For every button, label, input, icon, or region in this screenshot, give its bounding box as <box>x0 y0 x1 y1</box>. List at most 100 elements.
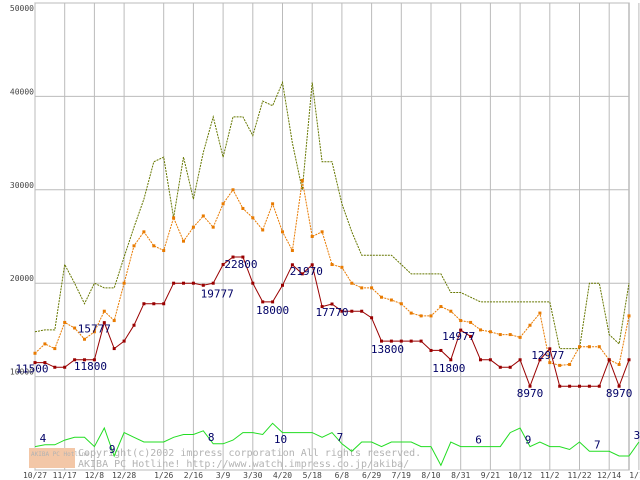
series-average-point <box>53 347 57 351</box>
series-average-point <box>162 249 166 253</box>
x-tick-label: 6/8 <box>335 471 350 480</box>
series-average-point <box>251 216 255 220</box>
copyright-text: Copyright(c)2002 impress corporation All… <box>78 448 421 459</box>
series-low-point <box>300 272 304 276</box>
series-average-point <box>488 330 492 334</box>
series-average-point <box>627 314 631 318</box>
series-average-point <box>439 305 443 309</box>
y-tick-label: 50000 <box>10 4 34 13</box>
shop-count-label: 3 <box>634 429 640 442</box>
series-low-point <box>548 347 552 351</box>
shop-count-labels: 4 9 8 10 7 6 9 7 3 <box>40 429 640 456</box>
series-low-point <box>122 339 126 343</box>
series-average-point <box>548 361 552 365</box>
series-low-point <box>92 358 96 362</box>
series-low-point <box>528 384 532 388</box>
series-low-point <box>241 255 245 259</box>
x-tick-label: 8/10 <box>421 471 440 480</box>
series-low-point <box>538 358 542 362</box>
series-average-point <box>469 320 473 324</box>
price-label: 15777 <box>78 323 111 336</box>
series-average-point <box>528 323 532 327</box>
series-average-point <box>330 263 334 267</box>
series-low-point <box>627 358 631 362</box>
x-tick-label: 6/29 <box>362 471 381 480</box>
series-low-point <box>340 309 344 313</box>
series-low-point <box>419 339 423 343</box>
x-tick-label: 1/26 <box>154 471 173 480</box>
series-low-point <box>182 281 185 285</box>
shop-count-label: 9 <box>525 434 532 447</box>
series-low-point <box>389 339 393 343</box>
x-axis: 10/27 11/17 12/8 12/28 1/26 2/16 3/9 3/30 4/20 5/… <box>23 471 640 480</box>
series-average-point <box>132 244 136 248</box>
series-average-point <box>122 281 126 285</box>
x-tick-label: 9/21 <box>481 471 500 480</box>
price-label: 8970 <box>517 387 544 400</box>
y-tick-label: 20000 <box>10 274 34 283</box>
series-low-point <box>370 316 374 320</box>
price-label: 11500 <box>15 363 48 376</box>
series-average-point <box>271 202 275 206</box>
series-low-point <box>83 358 86 362</box>
series-average-point <box>231 188 235 192</box>
price-label: 19777 <box>201 287 234 300</box>
series-average-point <box>182 239 185 243</box>
series-average-point <box>479 328 482 332</box>
series-average-point <box>320 230 324 234</box>
y-axis: 01000020000300004000050000 <box>10 4 34 470</box>
series-low-point <box>231 255 235 259</box>
price-label: 13800 <box>371 343 404 356</box>
series-shops-line <box>34 422 640 467</box>
series-average-point <box>409 311 413 315</box>
series-average-point <box>261 228 265 232</box>
shop-count-label: 7 <box>337 431 344 444</box>
price-label: 11800 <box>432 362 465 375</box>
shop-count-label: 4 <box>40 432 47 445</box>
x-tick-label: 12/14 <box>597 471 621 480</box>
series-low-point <box>271 300 275 304</box>
series-low-point <box>508 365 512 369</box>
shop-count-label: 9 <box>109 443 116 456</box>
series-low-point <box>479 358 482 362</box>
series-average-point <box>508 333 512 337</box>
x-tick-label: 1/11 <box>629 471 640 480</box>
series-average-point <box>73 326 77 330</box>
series-average-point <box>92 330 96 334</box>
x-tick-label: 11/22 <box>567 471 591 480</box>
akiba-logo: AKIBA PC Hotline <box>29 448 89 468</box>
series-average-point <box>340 265 344 269</box>
series-average-point <box>587 345 591 349</box>
series-average-point <box>597 345 601 349</box>
series-low-point <box>102 321 106 325</box>
series-low-point <box>459 328 463 332</box>
grid <box>34 2 640 471</box>
series-average-point <box>290 249 294 253</box>
series-average-point <box>538 311 542 315</box>
price-label: 11800 <box>74 360 107 373</box>
series-low-point <box>162 302 166 306</box>
series-low-point <box>578 384 581 388</box>
x-tick-label: 7/19 <box>392 471 411 480</box>
series-low-point <box>498 365 502 369</box>
data-labels: 11500 11800 15777 19777 22800 18000 21970 17770… <box>15 258 632 400</box>
series-average-point <box>518 335 522 339</box>
series-average-point <box>360 286 364 290</box>
series-low-point <box>617 384 621 388</box>
x-tick-label: 4/20 <box>273 471 292 480</box>
series-average-point <box>498 333 502 337</box>
series-average-point <box>191 225 195 229</box>
x-tick-label: 3/30 <box>243 471 262 480</box>
series-average-point <box>152 244 156 248</box>
price-label: 22800 <box>224 258 257 271</box>
series-low-point <box>429 348 433 352</box>
series-low-point <box>172 281 176 285</box>
series-low-point <box>281 283 284 287</box>
series-low-point <box>360 309 364 313</box>
series-low-point <box>607 358 611 362</box>
series-low-point <box>399 339 403 343</box>
y-tick-label: 10000 <box>10 368 34 377</box>
series-average-point <box>281 230 284 234</box>
y-tick-label: 40000 <box>10 87 34 96</box>
series-average-point <box>83 337 86 341</box>
